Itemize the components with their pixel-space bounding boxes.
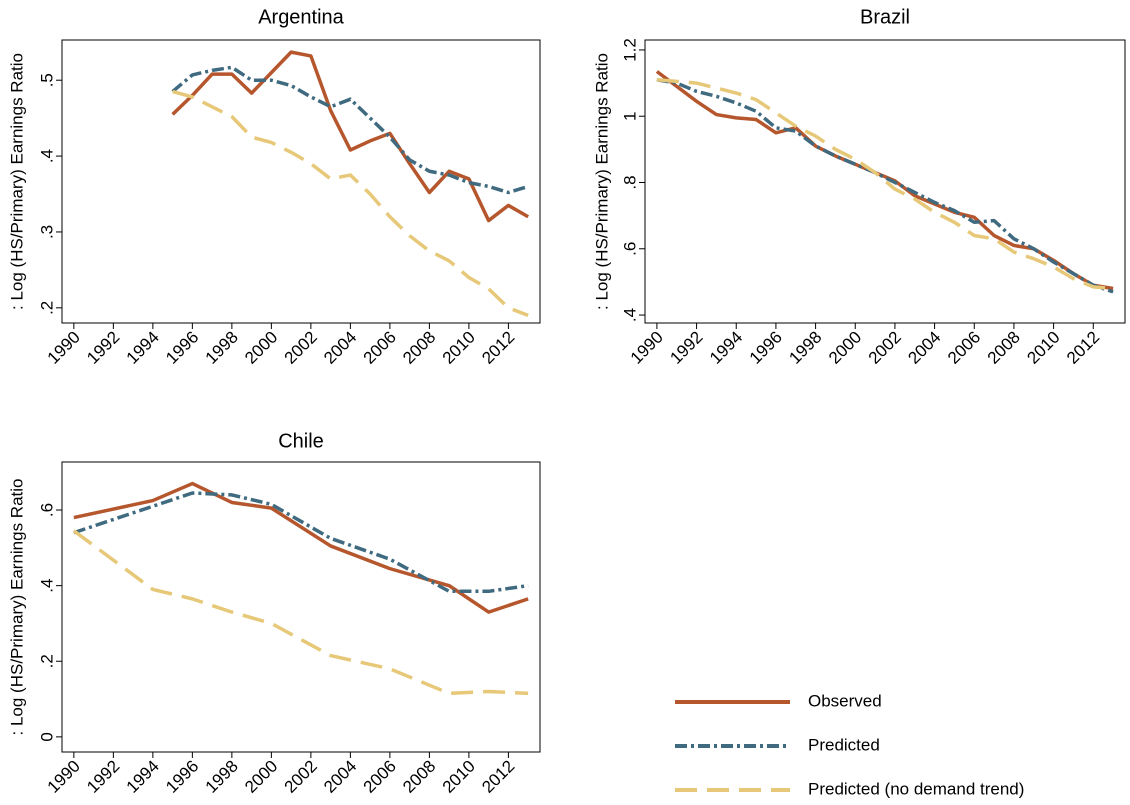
x-tick-label: 2004 xyxy=(904,328,944,368)
x-tick-label: 2000 xyxy=(241,757,281,797)
x-tick-label: 2012 xyxy=(478,757,518,797)
x-tick-label: 2000 xyxy=(241,328,281,368)
x-tick-label: 1992 xyxy=(666,328,706,368)
x-tick-label: 1992 xyxy=(83,328,123,368)
series-line xyxy=(172,89,529,318)
series-line xyxy=(656,78,1114,294)
x-tick-label: 1996 xyxy=(162,757,202,797)
x-tick-label: 2008 xyxy=(399,328,439,368)
x-tick-label: 2012 xyxy=(1063,328,1103,368)
plot-frame xyxy=(61,39,541,324)
y-tick-label: .4 xyxy=(37,149,56,163)
y-tick-label: .6 xyxy=(37,503,56,517)
x-tick-label: 2002 xyxy=(281,757,321,797)
x-tick-label: 2012 xyxy=(478,328,518,368)
x-tick-label: 1998 xyxy=(202,757,242,797)
x-tick-label: 1994 xyxy=(706,328,746,368)
series-line xyxy=(171,65,529,195)
y-tick-label: 1.2 xyxy=(620,38,639,62)
series-line xyxy=(656,78,1114,291)
chart-title: Brazil xyxy=(860,6,910,28)
x-tick-label: 1996 xyxy=(162,328,202,368)
plot-frame xyxy=(644,39,1126,324)
y-tick-label: .4 xyxy=(620,308,639,322)
x-tick-label: 1998 xyxy=(202,328,242,368)
series-line xyxy=(73,491,529,594)
y-tick-label: 1 xyxy=(620,111,639,120)
y-tick-label: .8 xyxy=(620,175,639,189)
x-tick-label: 2008 xyxy=(399,757,439,797)
x-tick-label: 2002 xyxy=(281,328,321,368)
y-tick-label: .3 xyxy=(37,225,56,239)
y-axis-label: : Log (HS/Primary) Earnings Ratio xyxy=(7,53,26,310)
y-tick-label: .6 xyxy=(620,242,639,256)
legend-label: Observed xyxy=(808,691,882,710)
x-tick-label: 1990 xyxy=(44,757,84,797)
y-axis-label: : Log (HS/Primary) Earnings Ratio xyxy=(592,53,611,310)
x-tick-label: 2008 xyxy=(984,328,1024,368)
y-tick-label: .5 xyxy=(37,73,56,87)
x-tick-label: 2010 xyxy=(439,757,479,797)
series-line xyxy=(72,529,529,696)
x-tick-label: 2004 xyxy=(320,328,360,368)
x-tick-label: 2000 xyxy=(825,328,865,368)
legend-label: Predicted (no demand trend) xyxy=(808,779,1024,798)
x-tick-label: 1994 xyxy=(123,757,163,797)
x-tick-label: 2006 xyxy=(944,328,984,368)
x-tick-label: 2004 xyxy=(320,757,360,797)
y-tick-label: .4 xyxy=(37,579,56,593)
x-tick-label: 2006 xyxy=(360,328,400,368)
series-line xyxy=(655,70,1114,291)
x-tick-label: 2002 xyxy=(865,328,905,368)
series-line xyxy=(73,481,529,614)
y-tick-label: .2 xyxy=(37,654,56,668)
x-tick-label: 1998 xyxy=(785,328,825,368)
x-tick-label: 1994 xyxy=(123,328,163,368)
legend-label: Predicted xyxy=(808,735,880,754)
y-tick-label: 0 xyxy=(37,732,56,741)
chart-title: Chile xyxy=(278,430,324,452)
x-tick-label: 2010 xyxy=(439,328,479,368)
x-tick-label: 1990 xyxy=(627,328,667,368)
x-tick-label: 1990 xyxy=(44,328,84,368)
y-axis-label: : Log (HS/Primary) Earnings Ratio xyxy=(7,479,26,736)
x-tick-label: 1996 xyxy=(746,328,786,368)
y-tick-label: .2 xyxy=(37,301,56,315)
x-tick-label: 2006 xyxy=(360,757,400,797)
chart-title: Argentina xyxy=(258,6,344,28)
series-line xyxy=(171,50,530,223)
plot-frame xyxy=(61,461,541,753)
x-tick-label: 2010 xyxy=(1023,328,1063,368)
x-tick-label: 1992 xyxy=(83,757,123,797)
